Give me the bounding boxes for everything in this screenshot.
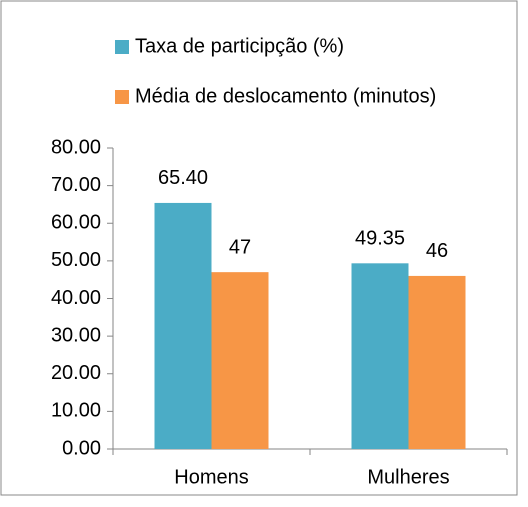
bar [154,202,212,449]
bar [211,272,269,449]
data-label: 46 [426,240,448,262]
y-tick-label: 20.00 [51,362,101,384]
legend-swatch [115,40,129,54]
y-tick-label: 0.00 [62,437,101,459]
y-tick-label: 30.00 [51,324,101,346]
y-tick-label: 60.00 [51,212,101,234]
data-label: 47 [229,236,251,258]
legend-label: Taxa de participção (%) [135,35,344,57]
x-tick-label: Mulheres [367,466,449,488]
x-tick-label: Homens [174,466,248,488]
y-tick-label: 80.00 [51,136,101,158]
y-tick-label: 50.00 [51,249,101,271]
y-tick-label: 70.00 [51,174,101,196]
legend-swatch [115,90,129,104]
bar [408,275,466,449]
legend-label: Média de deslocamento (minutos) [135,85,436,107]
y-tick-label: 10.00 [51,400,101,422]
data-label: 49.35 [355,228,405,250]
data-label: 65.40 [158,167,208,189]
y-tick-label: 40.00 [51,287,101,309]
bar [351,263,409,449]
